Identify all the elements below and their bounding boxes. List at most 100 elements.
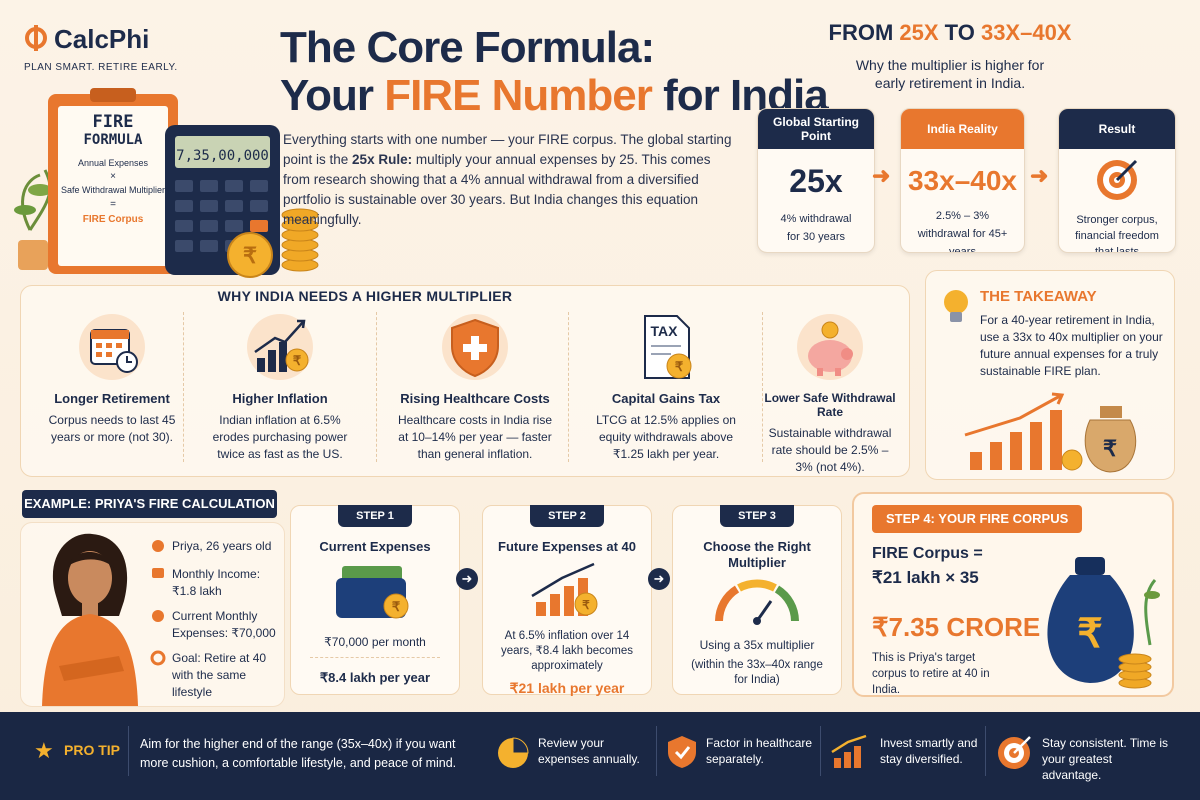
- why-text: Indian inflation at 6.5% erodes purchasi…: [212, 413, 348, 461]
- step-badge: STEP 2: [530, 505, 604, 527]
- pot: [18, 240, 48, 270]
- icon-symbol: ₹: [1077, 612, 1102, 656]
- clip: [90, 88, 136, 102]
- decoration: [821, 321, 839, 339]
- why-item: Lower Safe Withdrawal Rate Sustainable w…: [750, 312, 910, 476]
- decoration: [1144, 591, 1160, 599]
- clipboard-operator: =: [110, 199, 116, 210]
- fact-icons: [150, 540, 166, 666]
- coin: [227, 232, 273, 278]
- takeaway-illustration: ₹: [964, 392, 1137, 473]
- step-arrow: ➜: [456, 568, 478, 590]
- tax-label: TAX: [651, 323, 679, 339]
- decoration: [964, 394, 1061, 437]
- step-card: STEP 2 Future Expenses at 40 ₹ At 6.5% i…: [482, 505, 652, 696]
- step-badge: STEP 3: [720, 505, 794, 527]
- footer-tip: Invest smartly and stay diversified.: [880, 736, 978, 766]
- decoration: [715, 585, 740, 622]
- pro-tip-text: Aim for the higher end of the range (35x…: [140, 737, 457, 770]
- decoration: [1010, 432, 1022, 470]
- step-line: ₹70,000 per month: [324, 635, 426, 649]
- heading-highlight: 25X: [899, 20, 939, 45]
- why-text: LTCG at 12.5% applies on equity withdraw…: [596, 413, 736, 461]
- comparison-card: India Reality 33x–40x 2.5% – 3% withdraw…: [900, 108, 1025, 253]
- divider: [568, 312, 569, 462]
- decoration: [550, 594, 560, 616]
- decoration: [91, 330, 129, 339]
- decoration: [834, 758, 841, 768]
- why-title: Longer Retirement: [54, 391, 170, 406]
- divider: [183, 312, 184, 462]
- brand-tagline: PLAN SMART. RETIRE EARLY.: [24, 62, 178, 73]
- card-label: Result: [1059, 109, 1175, 149]
- decoration: [753, 617, 761, 625]
- title-line: The Core Formula:: [280, 23, 655, 72]
- clipboard-operator: ×: [110, 171, 116, 182]
- decoration: [990, 442, 1002, 470]
- decoration: [755, 600, 773, 622]
- decoration: [152, 610, 164, 622]
- step4-badge: STEP 4: YOUR FIRE CORPUS: [872, 505, 1083, 533]
- why-item: Longer Retirement Corpus needs to last 4…: [24, 312, 200, 446]
- decoration: [574, 592, 598, 616]
- decoration: [835, 368, 841, 376]
- takeaway-text: For a 40-year retirement in India, use a…: [980, 313, 1163, 378]
- arrow: ➜: [1030, 163, 1049, 188]
- title-highlight: FIRE Number: [384, 71, 653, 120]
- step-badge: STEP 1: [338, 505, 412, 527]
- decoration: [279, 342, 287, 372]
- step4-formula: FIRE Corpus =: [872, 545, 983, 562]
- decoration: [651, 345, 681, 355]
- step-arrow: ➜: [648, 568, 670, 590]
- logo-icon: [25, 25, 47, 51]
- decoration: [281, 208, 319, 222]
- decoration: [564, 586, 574, 616]
- why-title: Rising Healthcare Costs: [400, 391, 550, 406]
- decoration: [831, 734, 867, 754]
- growth-icon: ₹: [531, 562, 598, 616]
- decoration: [531, 562, 595, 598]
- divider: [985, 726, 986, 776]
- step-line: At 6.5% inflation over 14 years, ₹8.4 la…: [501, 630, 633, 672]
- growth-icon: [831, 734, 867, 768]
- growth-icon: ₹: [247, 314, 313, 380]
- decoration: [970, 452, 982, 470]
- decoration: [1050, 410, 1062, 470]
- clipboard-text: FIRE FORMULA Annual Expenses × Safe With…: [58, 112, 168, 225]
- heading-part: FROM: [828, 20, 900, 45]
- decoration: [254, 321, 304, 354]
- icon-symbol: ₹: [392, 599, 401, 614]
- why-title: Lower Safe Withdrawal Rate: [764, 391, 896, 419]
- card-note: 4% withdrawal for 30 years: [780, 213, 852, 243]
- decoration: [1075, 557, 1105, 575]
- title-part: Your: [280, 71, 385, 120]
- why-text: Corpus needs to last 45 years or more (n…: [48, 413, 176, 444]
- gauge-icon: [715, 579, 799, 625]
- step-line: Using a 35x multiplier: [699, 638, 815, 652]
- step-card: STEP 3 Choose the Right Multiplier Using…: [672, 505, 842, 695]
- decoration: [536, 602, 546, 616]
- why-text: Sustainable withdrawal rate should be 2.…: [768, 426, 892, 474]
- decoration: [1118, 653, 1152, 665]
- example-heading: EXAMPLE: PRIYA'S FIRE CALCULATION: [22, 490, 277, 518]
- decoration: [1013, 736, 1031, 754]
- decoration: [1084, 419, 1137, 473]
- why-text: Healthcare costs in India rise at 10–14%…: [397, 413, 553, 461]
- decoration: [1118, 653, 1152, 689]
- decoration: [225, 200, 243, 212]
- decoration: [844, 752, 851, 768]
- example-fact: Goal: Retire at 40 with the same lifesty…: [172, 651, 267, 699]
- decoration: [34, 25, 38, 51]
- decoration: [96, 343, 102, 348]
- leaf: [14, 205, 36, 215]
- intro-part: multiply your annual expenses by 25. Thi…: [283, 152, 711, 227]
- decoration: [175, 180, 193, 192]
- clipboard-line: Annual Expenses: [77, 158, 149, 168]
- example-fact: Priya, 26 years old: [172, 539, 272, 553]
- why-title: Higher Inflation: [232, 391, 328, 406]
- target-icon: [1097, 159, 1138, 200]
- decoration: [106, 352, 112, 357]
- card-value: 33x–40x: [907, 165, 1017, 196]
- card-label: Global Starting Point: [758, 109, 874, 149]
